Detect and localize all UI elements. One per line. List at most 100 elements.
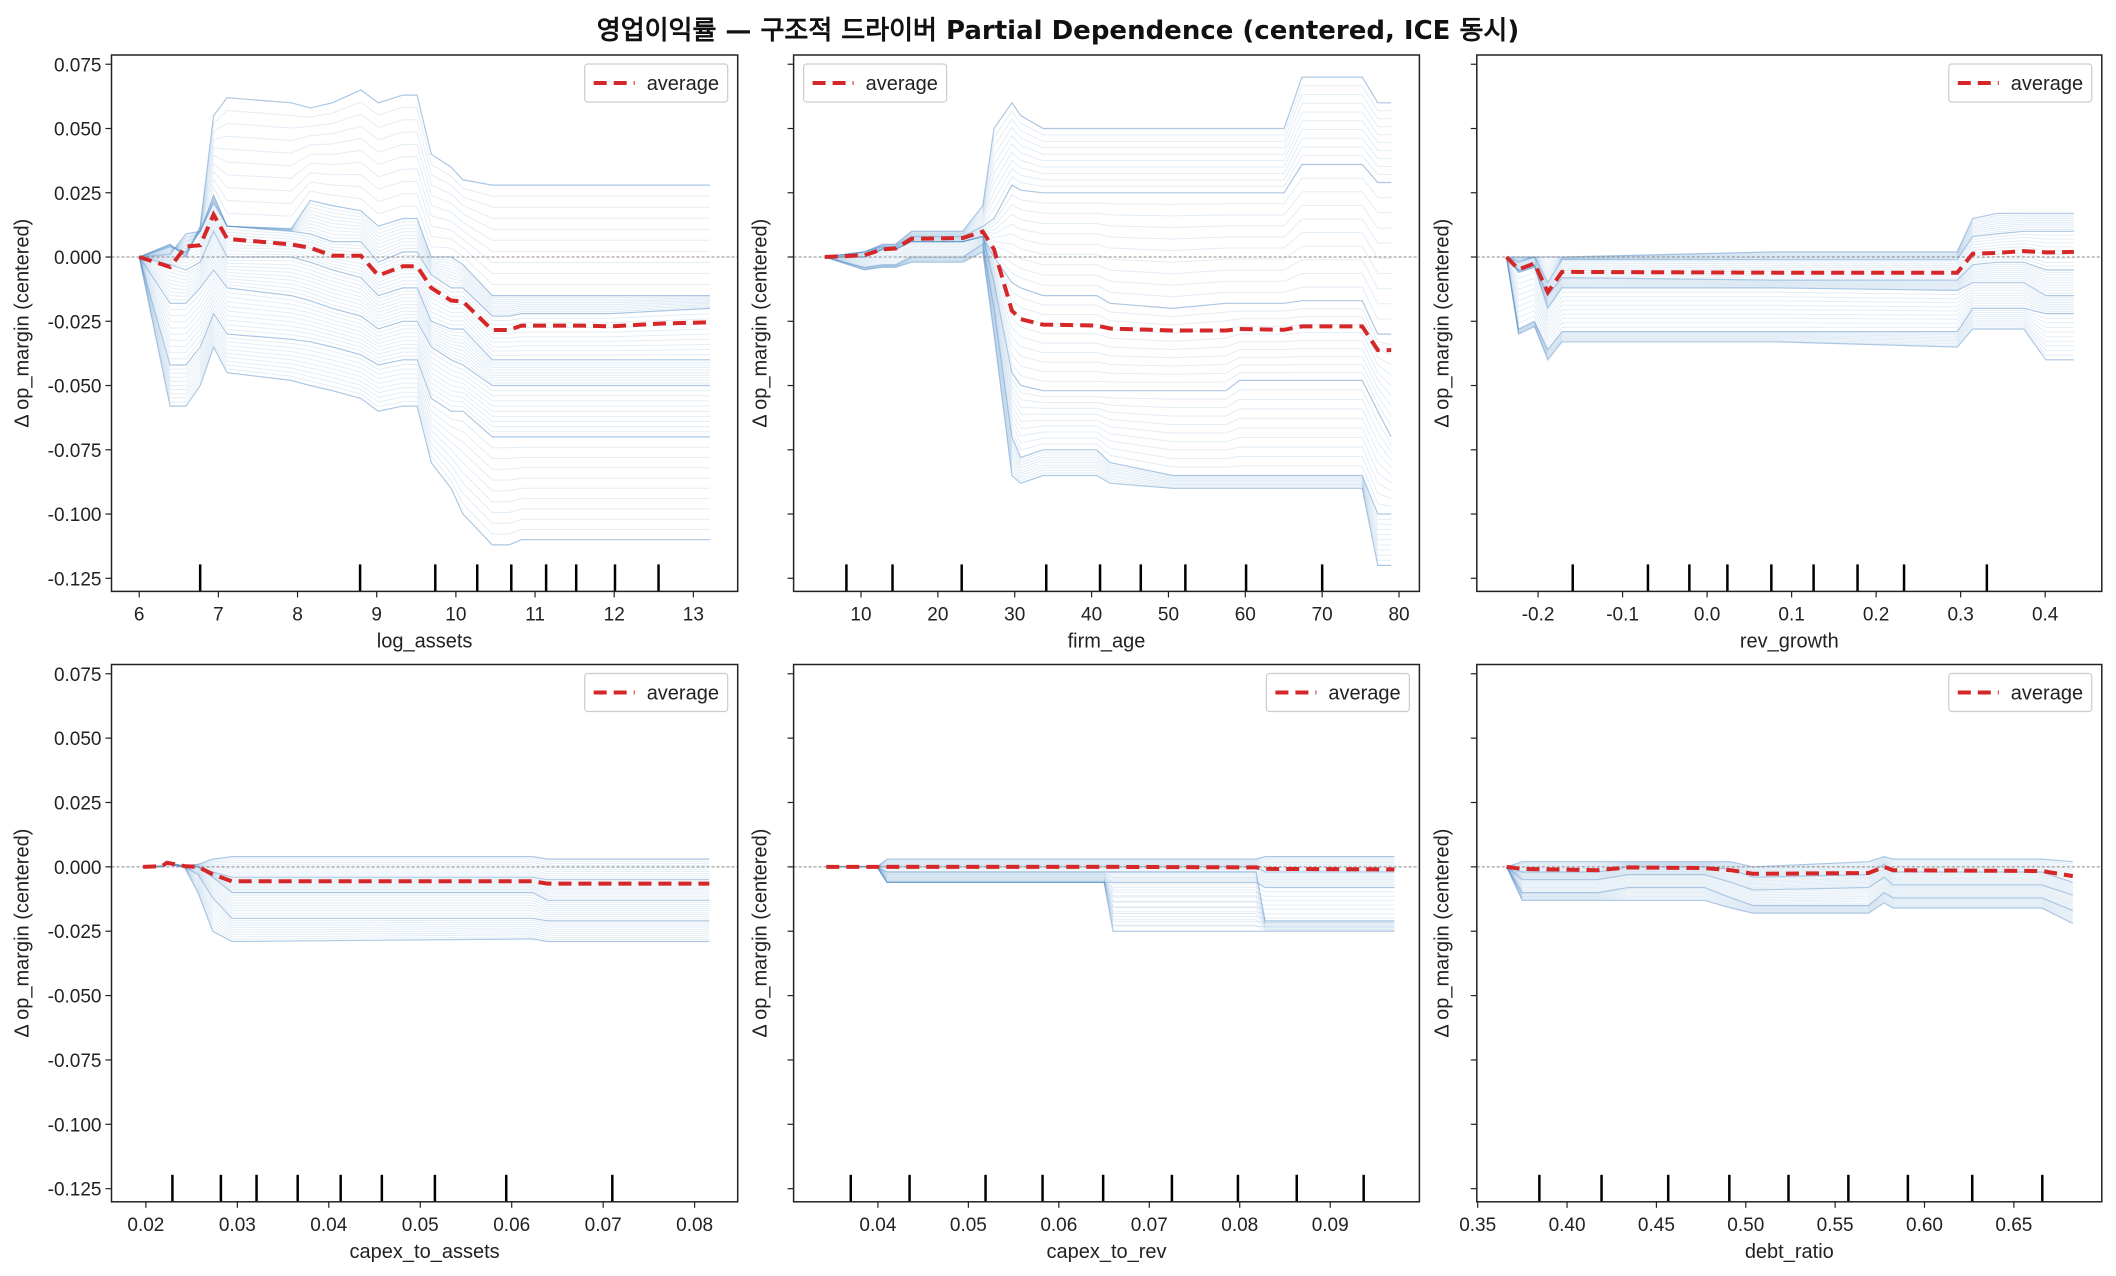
ice-line — [824, 111, 1392, 258]
y-tick-label: 0.075 — [54, 665, 102, 686]
x-tick-label: 0.0 — [1694, 604, 1720, 625]
ice-line — [138, 256, 710, 449]
ice-line — [138, 256, 710, 387]
ice-line — [1506, 256, 2074, 357]
x-tick-label: 30 — [1004, 604, 1025, 625]
y-tick-label: -0.050 — [48, 377, 102, 398]
ice-line — [138, 241, 710, 368]
ice-line — [1506, 240, 2074, 288]
x-tick-label: 7 — [213, 604, 224, 625]
ice-line — [1506, 243, 2074, 289]
ice-line — [824, 248, 1392, 551]
ice-line — [138, 256, 710, 379]
ice-line — [1506, 246, 2074, 291]
ice-line — [138, 256, 710, 535]
ice-line — [1506, 256, 2074, 335]
ice-line — [1506, 866, 2074, 912]
ice-line — [138, 256, 710, 546]
ice-line — [1505, 256, 2074, 351]
ice-line — [1506, 236, 2074, 287]
ice-line — [824, 239, 1392, 476]
ice-line — [1506, 256, 2074, 355]
ice-line — [824, 248, 1392, 546]
x-axis-label: capex_to_rev — [1046, 1241, 1166, 1263]
ice-line — [1506, 862, 2073, 881]
x-tick-label: 0.35 — [1459, 1215, 1496, 1236]
axes-frame — [110, 54, 739, 593]
ice-line — [1506, 866, 2073, 892]
ice-line — [824, 241, 1392, 500]
panel-debt_ratio: 0.35 0.40 0.45 0.50 0.55 0.60 0.65 debt_ratio Δ … — [1431, 663, 2103, 1263]
legend-box — [1948, 63, 2093, 103]
ice-line — [138, 256, 710, 428]
legend: average — [802, 63, 948, 103]
ice-line — [138, 249, 710, 374]
ice-line — [824, 247, 1392, 541]
x-axis-label: firm_age — [1068, 630, 1146, 652]
ice-line — [824, 85, 1392, 258]
x-tick-label: 0.09 — [1312, 1215, 1349, 1236]
legend-label: average — [647, 683, 719, 705]
ice-line — [138, 256, 710, 492]
y-tick-label: 0.025 — [54, 793, 102, 814]
x-axis-label: debt_ratio — [1745, 1241, 1834, 1263]
average-pd-line — [826, 864, 1395, 872]
x-tick-label: -0.1 — [1606, 604, 1639, 625]
ice-line — [1506, 256, 2074, 310]
ice-line — [1506, 866, 2074, 917]
ice-line — [1506, 866, 2073, 910]
ice-line — [139, 178, 710, 274]
ice-line — [824, 243, 1392, 515]
x-tick-label: 0.65 — [1995, 1215, 2032, 1236]
ice-line — [824, 241, 1392, 492]
ice-line — [1506, 866, 2074, 918]
ice-line — [824, 250, 1392, 567]
y-tick-label: -0.125 — [48, 569, 102, 590]
x-tick-label: 0.60 — [1906, 1215, 1943, 1236]
ice-line — [824, 120, 1392, 258]
x-axis-label: rev_growth — [1740, 630, 1839, 652]
ice-line — [824, 240, 1392, 484]
ice-line — [1506, 856, 2073, 869]
ice-line — [1506, 859, 2073, 873]
legend-box — [1948, 672, 2093, 713]
y-tick-label: 0.000 — [54, 248, 102, 269]
axes-frame — [792, 663, 1421, 1203]
ice-line — [139, 149, 710, 258]
x-tick-label: 0.06 — [1040, 1215, 1077, 1236]
y-tick-label: 0.075 — [54, 55, 102, 76]
ice-line — [1506, 256, 2074, 331]
ice-line — [824, 242, 1392, 507]
axes-frame — [792, 54, 1421, 593]
x-tick-label: 0.45 — [1638, 1215, 1675, 1236]
ice-line — [138, 256, 710, 524]
ice-line — [138, 245, 710, 371]
x-tick-label: 50 — [1158, 604, 1179, 625]
ice-line — [1506, 866, 2073, 902]
y-tick-label: -0.075 — [48, 441, 102, 462]
x-tick-label: 0.08 — [1221, 1215, 1258, 1236]
ice-line — [1506, 256, 2074, 302]
ice-line — [824, 231, 1392, 274]
y-tick-label: -0.075 — [48, 1051, 102, 1072]
ice-line — [139, 204, 711, 321]
ice-line — [824, 250, 1392, 561]
ice-line — [1506, 256, 2074, 359]
ice-line — [1506, 256, 2074, 354]
ice-line — [1506, 866, 2074, 919]
x-tick-label: 9 — [371, 604, 382, 625]
ice-line — [1506, 256, 2074, 339]
plot-area — [143, 855, 710, 943]
ice-line — [139, 199, 711, 311]
ice-line — [1506, 855, 2073, 868]
ice-line — [1506, 256, 2074, 306]
ice-line — [138, 256, 710, 412]
ice-line — [1506, 256, 2074, 353]
y-axis-label: Δ op_margin (centered) — [11, 219, 33, 428]
ice-line — [824, 191, 1392, 258]
legend-box — [584, 63, 729, 103]
x-tick-label: 0.05 — [950, 1215, 987, 1236]
ice-line — [138, 256, 710, 402]
ice-line — [138, 256, 710, 459]
average-pd-line — [143, 860, 710, 886]
